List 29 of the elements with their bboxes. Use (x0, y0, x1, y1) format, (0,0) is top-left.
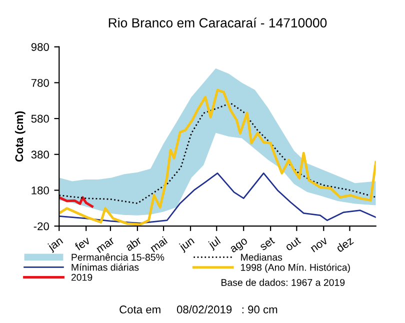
y-tick-label: -20 (34, 222, 49, 230)
y-axis-title: Cota (cm) (14, 111, 26, 162)
y-tick-label: 780 (31, 78, 49, 87)
line-series (59, 172, 376, 224)
legend-label: Permanência 15-85% (72, 254, 164, 261)
x-tick-label: jul (207, 236, 222, 251)
x-tick-label: fev (74, 236, 91, 251)
x-tick-label: dez (335, 236, 354, 253)
line-series (59, 196, 94, 208)
legend-label: 2019 (71, 274, 92, 281)
y-tick-label: 980 (31, 43, 49, 51)
x-tick-label: out (284, 236, 302, 252)
x-tick-label: jun (178, 236, 196, 253)
y-tick-label: 180 (32, 186, 49, 194)
x-tick-label: mar (96, 238, 115, 254)
text: Base de dados: 1967 a 2019 (222, 278, 345, 286)
chart-title: Rio Branco em Caracaraí - 14710000 (108, 18, 327, 28)
x-tick-label: nov (310, 238, 328, 252)
y-tick-label: 380 (31, 150, 49, 159)
x-tick-label: ago (230, 238, 250, 255)
x-tick-label: mai (149, 236, 168, 252)
y-tick-label: 580 (31, 114, 49, 123)
x-tick-label: jan (46, 236, 64, 253)
legend-label: Mínimas diárias (72, 263, 139, 271)
legend-label: Medianas (241, 254, 282, 261)
x-tick-label: set (259, 236, 276, 251)
legend-label: 1998 (Ano Mín. Histórica) (241, 264, 350, 273)
text: Cota em 08/02/2019 : 90 cm (120, 305, 278, 314)
x-tick-label: abr (124, 236, 142, 252)
